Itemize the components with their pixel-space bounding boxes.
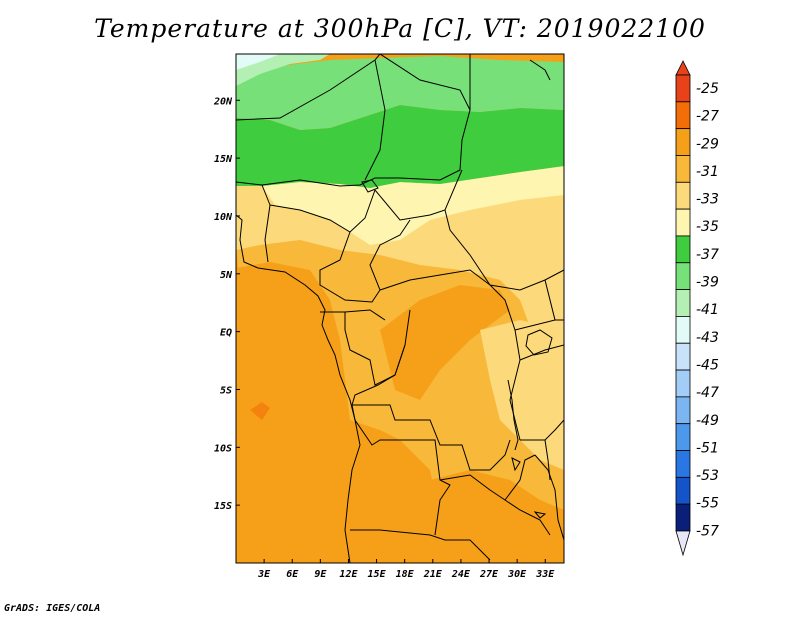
colorbar-segment — [675, 128, 691, 156]
lon-tick-label: 30E — [507, 569, 527, 580]
lon-tick-label: 3E — [257, 569, 271, 580]
lon-tick-label: 18E — [396, 569, 415, 580]
lake-malawi — [544, 439, 551, 481]
colorbar-segment — [675, 503, 691, 532]
border-uganda — [514, 319, 564, 331]
colorbar-label: -41 — [696, 302, 719, 318]
map-frame — [235, 53, 565, 564]
field-orange-central — [380, 285, 510, 400]
lon-tick-label: 15E — [368, 569, 387, 580]
lat-tick-label: 15S — [214, 501, 232, 512]
field-dark-green — [236, 105, 564, 188]
lon-tick-label: 27E — [479, 569, 499, 580]
colorbar-top-cap — [675, 60, 691, 76]
lat-tick-label: EQ — [220, 328, 232, 339]
lat-tick-label: 10N — [214, 212, 233, 223]
border-angola — [351, 404, 451, 536]
lat-tick-label: 20N — [213, 96, 233, 107]
grads-credit: GrADS: IGES/COLA — [4, 603, 101, 614]
colorbar-label: -55 — [696, 496, 719, 512]
lake-mweru — [511, 457, 521, 472]
field-yellow — [236, 172, 564, 440]
lon-tick-label: 6E — [286, 569, 299, 580]
colorbar-segment — [675, 476, 691, 505]
border-libya — [379, 54, 471, 111]
colorbar-label: -33 — [696, 192, 719, 208]
colorbar-segment — [675, 396, 691, 425]
coastline-ne — [529, 59, 551, 81]
colorbar-label: -31 — [696, 164, 719, 180]
colorbar-label: -39 — [696, 275, 719, 291]
colorbar-label: -47 — [696, 385, 719, 401]
lon-tick-label: 24E — [451, 569, 471, 580]
lake-chad — [361, 179, 379, 193]
border-nigeria — [261, 184, 376, 263]
coastline-west — [236, 214, 361, 563]
border-namibia — [350, 529, 491, 561]
colorbar-label: -35 — [696, 219, 719, 235]
lat-axis: 20N 15N 10N 5N EQ 5S 10S 15S — [213, 96, 240, 512]
colorbar-segment — [675, 235, 691, 264]
border-kenya — [544, 279, 556, 321]
colorbar: -25 -27 -29 -31 -33 -35 -37 -39 -41 -43 -45 -47 -49 -… — [675, 60, 719, 557]
border-niger — [364, 59, 386, 181]
colorbar-label: -29 — [696, 136, 719, 152]
colorbar-label: -45 — [696, 357, 719, 373]
field-orange-west — [236, 262, 370, 563]
lat-tick-label: 10S — [214, 443, 232, 454]
colorbar-segment — [675, 423, 691, 451]
colorbar-bottom-cap — [675, 530, 691, 557]
lon-tick-label: 9E — [314, 569, 327, 580]
lake-tanganyika — [507, 379, 519, 451]
border-car — [379, 269, 491, 291]
lon-tick-label: 12E — [339, 569, 358, 580]
colorbar-label: -49 — [696, 413, 719, 429]
colorbar-label: -57 — [696, 523, 719, 539]
temperature-field — [236, 54, 564, 563]
lake-bangweulu — [533, 511, 547, 519]
lat-tick-label: 5S — [220, 385, 232, 396]
country-borders — [236, 54, 564, 563]
colorbar-segment — [675, 342, 691, 371]
colorbar-label: -53 — [696, 468, 719, 484]
colorbar-segment — [675, 101, 691, 130]
colorbar-segment — [675, 316, 691, 344]
colorbar-label: -43 — [696, 330, 719, 346]
map-title: Temperature at 300hPa [C], VT: 201902210… — [94, 14, 706, 43]
field-patch — [250, 402, 270, 420]
lon-tick-label: 33E — [535, 569, 555, 580]
colorbar-segment — [675, 262, 691, 290]
border-gabon — [320, 309, 386, 321]
colorbar-segment — [675, 208, 691, 237]
lat-tick-label: 5N — [220, 270, 233, 281]
border-zimbabwe — [504, 499, 551, 536]
colorbar-segment — [675, 181, 691, 210]
colorbar-segment — [675, 369, 691, 398]
border-algeria-mali — [236, 54, 381, 121]
colorbar-segment — [675, 155, 691, 183]
colorbar-label: -25 — [696, 81, 719, 97]
lat-tick-label: 15N — [214, 154, 233, 165]
lon-axis: 3E 6E 9E 12E 15E 18E 21E 24E 27E 30E 33E — [257, 559, 555, 580]
border-chad — [374, 169, 463, 221]
border-drc — [351, 344, 511, 471]
border-tanzania — [519, 344, 564, 441]
colorbar-segment — [675, 74, 691, 103]
field-mid-green — [236, 56, 564, 130]
colorbar-label: -37 — [696, 247, 719, 263]
border-cameroon — [319, 219, 411, 303]
colorbar-segment — [675, 289, 691, 317]
colorbar-label: -27 — [696, 109, 719, 125]
colorbar-label: -51 — [696, 440, 719, 456]
colorbar-segment — [675, 450, 691, 478]
lon-tick-label: 21E — [423, 569, 443, 580]
lake-victoria — [525, 329, 553, 356]
border-mozambique — [534, 454, 564, 541]
field-yellow-east — [480, 320, 564, 470]
field-very-light — [236, 54, 280, 70]
border-sahel — [236, 54, 471, 187]
